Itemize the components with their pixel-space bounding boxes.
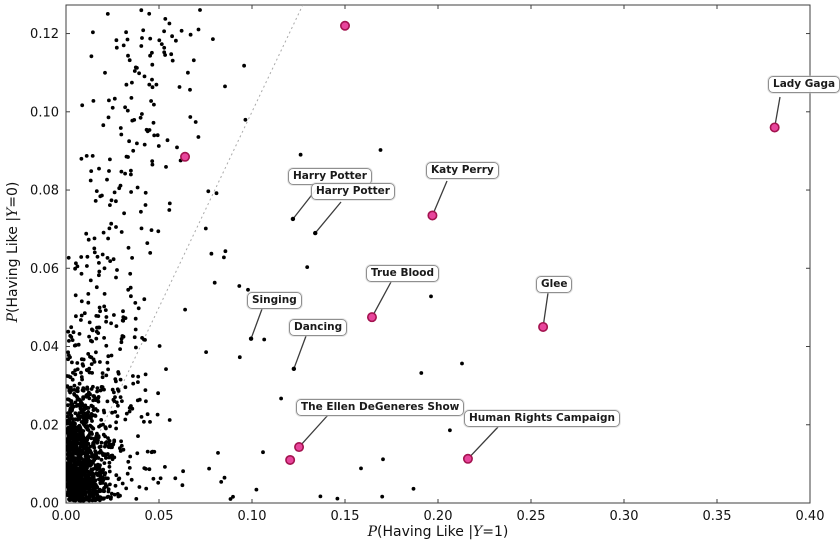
annotated-point	[290, 216, 296, 222]
annotation-label: Singing	[247, 292, 302, 309]
y-tick-label: 0.06	[30, 262, 59, 277]
annotation-leader-lines	[250, 96, 781, 460]
x-tick-label: 0.20	[424, 509, 453, 524]
y-axis-title-eq: =0)	[5, 181, 21, 208]
y-tick-label: 0.02	[30, 418, 59, 433]
highlighted-point	[339, 20, 350, 31]
annotated-point	[313, 230, 318, 236]
x-tick-label: 0.30	[610, 509, 639, 524]
annotation-label: Dancing	[289, 319, 348, 336]
diagonal-reference-line	[66, 5, 304, 503]
highlighted-point	[180, 151, 191, 162]
x-tick-label: 0.35	[703, 509, 732, 524]
x-axis-title-var: Y	[473, 524, 483, 540]
annotation-leader-line	[293, 335, 307, 370]
annotation-label: Lady Gaga	[768, 76, 840, 93]
y-axis-title-text: (Having Like |	[5, 216, 21, 313]
annotation-leader-line	[774, 96, 781, 128]
annotated-point	[291, 366, 297, 372]
x-tick-label: 0.10	[238, 509, 267, 524]
y-tick-label: 0.10	[30, 105, 59, 120]
annotation-leader-line	[467, 426, 499, 460]
annotation-label: True Blood	[366, 265, 439, 282]
background-points-layer	[66, 8, 464, 503]
y-tick-label: 0.12	[30, 27, 59, 42]
x-axis-title-eq: =1)	[482, 524, 509, 540]
x-tick-label: 0.25	[517, 509, 546, 524]
annotation-label: Human Rights Campaign	[464, 410, 620, 427]
highlighted-points-layer	[180, 20, 780, 465]
plot-frame	[65, 4, 811, 504]
highlighted-point	[462, 453, 473, 464]
y-axis-title: P(Having Like |Y=0)	[5, 182, 21, 323]
x-tick-label: 0.40	[796, 509, 825, 524]
annotation-leader-line	[250, 308, 263, 339]
highlighted-point	[538, 321, 549, 332]
y-tick-label: 0.08	[30, 184, 59, 199]
annotation-label: Harry Potter	[311, 183, 395, 200]
annotation-label: The Ellen DeGeneres Show	[296, 399, 465, 416]
annotation-leader-line	[371, 281, 392, 318]
x-axis-title: P(Having Like |Y=1)	[368, 524, 509, 540]
y-axis-title-var: Y	[5, 207, 21, 217]
y-tick-label: 0.04	[30, 340, 59, 355]
highlighted-point	[427, 210, 438, 221]
annotation-leader-line	[314, 201, 342, 234]
annotation-leader-line	[431, 180, 448, 216]
annotation-label: Katy Perry	[426, 162, 499, 179]
x-axis-title-symbol: P	[367, 524, 378, 540]
axis-ticks: 0.00 0.05 0.10 0.15 0.20 0.25 0.30 0.35 0.40 0.00…	[30, 5, 824, 524]
y-axis-title-symbol: P	[5, 312, 21, 323]
annotated-point	[248, 336, 254, 341]
x-tick-label: 0.05	[145, 509, 174, 524]
x-axis-title-text: (Having Like |	[377, 524, 474, 540]
highlighted-point	[294, 442, 305, 453]
annotation-label: Glee	[536, 276, 573, 293]
annotation-leader-line	[542, 292, 549, 328]
x-tick-label: 0.15	[331, 509, 360, 524]
highlighted-point	[285, 454, 296, 465]
x-tick-label: 0.00	[52, 509, 81, 524]
highlighted-point	[366, 312, 377, 323]
highlighted-point	[769, 122, 780, 133]
y-tick-label: 0.00	[30, 497, 59, 512]
annotation-leader-line	[298, 414, 329, 448]
